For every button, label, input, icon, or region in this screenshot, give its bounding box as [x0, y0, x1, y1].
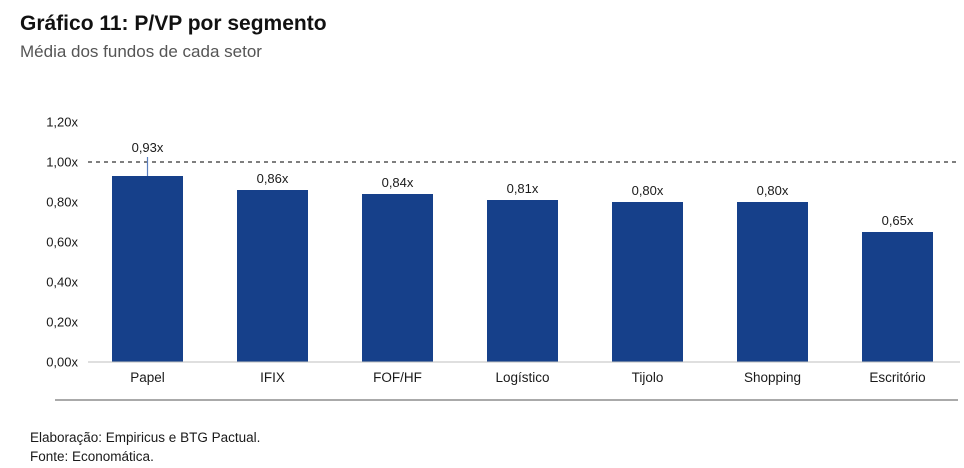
chart-title: Gráfico 11: P/VP por segmento: [20, 12, 327, 35]
data-label: 0,84x: [382, 175, 414, 190]
y-tick-label: 0,80x: [46, 195, 78, 210]
bar-tijolo: [612, 202, 683, 362]
bar-ifix: [237, 190, 308, 362]
bar-log-stico: [487, 200, 558, 362]
x-category-label: Tijolo: [632, 370, 664, 385]
y-tick-label: 0,40x: [46, 275, 78, 290]
bar-escrit-rio: [862, 232, 933, 362]
bar-papel: [112, 176, 183, 362]
data-label: 0,93x: [132, 140, 164, 155]
x-category-label: FOF/HF: [373, 370, 422, 385]
x-axis-categories: Papel IFIX FOF/HF Logístico Tijolo Shopping Es…: [130, 370, 925, 385]
footer-source-line2: Fonte: Economática.: [30, 449, 154, 464]
y-tick-label: 0,00x: [46, 355, 78, 370]
x-category-label: IFIX: [260, 370, 285, 385]
data-label: 0,80x: [632, 183, 664, 198]
x-category-label: Escritório: [869, 370, 925, 385]
footer-source-line1: Elaboração: Empiricus e BTG Pactual.: [30, 430, 261, 445]
bars: [112, 176, 933, 362]
x-category-label: Logístico: [495, 370, 549, 385]
bar-fof-hf: [362, 194, 433, 362]
y-tick-label: 1,20x: [46, 115, 78, 130]
y-tick-label: 1,00x: [46, 155, 78, 170]
y-tick-label: 0,20x: [46, 315, 78, 330]
data-label: 0,80x: [757, 183, 789, 198]
y-axis: 0,00x 0,20x 0,40x 0,60x 0,80x 1,00x 1,20x: [46, 115, 78, 370]
x-category-label: Papel: [130, 370, 165, 385]
data-label: 0,81x: [507, 181, 539, 196]
x-category-label: Shopping: [744, 370, 801, 385]
bar-shopping: [737, 202, 808, 362]
data-label: 0,65x: [882, 213, 914, 228]
data-labels: 0,93x 0,86x 0,84x 0,81x 0,80x 0,80x 0,65x: [132, 140, 914, 228]
y-tick-label: 0,60x: [46, 235, 78, 250]
data-label: 0,86x: [257, 171, 289, 186]
chart-subtitle: Média dos fundos de cada setor: [20, 42, 262, 61]
